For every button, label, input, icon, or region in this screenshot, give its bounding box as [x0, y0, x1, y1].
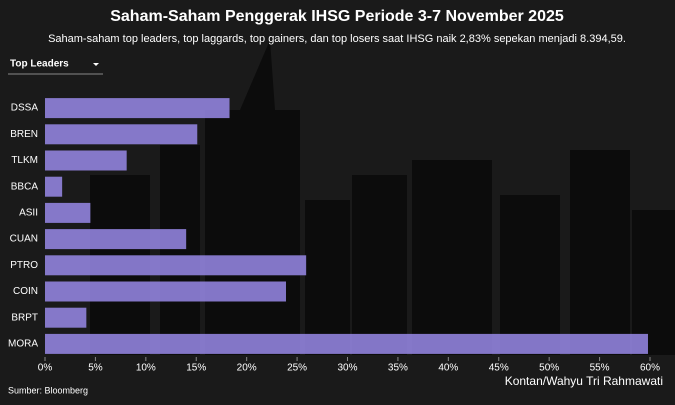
x-tick-label: 35%	[388, 363, 408, 374]
x-tick-label: 55%	[590, 363, 610, 374]
y-tick-label: DSSA	[11, 103, 39, 114]
bar	[45, 202, 91, 223]
bar	[45, 333, 648, 354]
credit: Kontan/Wahyu Tri Rahmawati	[505, 374, 663, 388]
dropdown-label[interactable]: Top Leaders	[10, 59, 69, 70]
y-tick-label: BREN	[10, 129, 38, 140]
x-tick-label: 10%	[136, 363, 156, 374]
bar	[45, 229, 187, 250]
chart-title: Saham-Saham Penggerak IHSG Periode 3-7 N…	[110, 8, 564, 25]
skyline	[90, 40, 675, 355]
x-tick-label: 15%	[186, 363, 206, 374]
x-tick-label: 0%	[38, 363, 53, 374]
y-tick-label: ASII	[19, 208, 38, 219]
x-tick-label: 45%	[489, 363, 509, 374]
bar	[45, 150, 127, 171]
y-tick-label: TLKM	[11, 155, 38, 166]
y-tick-label: COIN	[13, 286, 38, 297]
bar	[45, 281, 286, 302]
x-tick-label: 20%	[237, 363, 257, 374]
x-tick-label: 5%	[88, 363, 103, 374]
bar	[45, 255, 307, 276]
y-tick-label: BBCA	[11, 181, 39, 192]
bar	[45, 124, 198, 145]
bar	[45, 307, 87, 328]
y-tick-label: MORA	[8, 339, 38, 350]
dropdown-arrow	[93, 63, 99, 66]
dropdown[interactable]: Top Leaders	[8, 59, 103, 75]
y-tick-label: CUAN	[10, 234, 38, 245]
x-tick-label: 25%	[287, 363, 307, 374]
bar	[45, 98, 230, 119]
x-tick-label: 40%	[438, 363, 458, 374]
bar	[45, 176, 63, 197]
source: Sumber: Bloomberg	[8, 385, 88, 395]
x-tick-label: 30%	[337, 363, 357, 374]
x-tick-label: 50%	[539, 363, 559, 374]
y-tick-label: PTRO	[10, 260, 38, 271]
chart-subtitle: Saham-saham top leaders, top laggards, t…	[48, 33, 626, 45]
y-tick-label: BRPT	[11, 312, 38, 323]
x-tick-label: 60%	[640, 363, 660, 374]
